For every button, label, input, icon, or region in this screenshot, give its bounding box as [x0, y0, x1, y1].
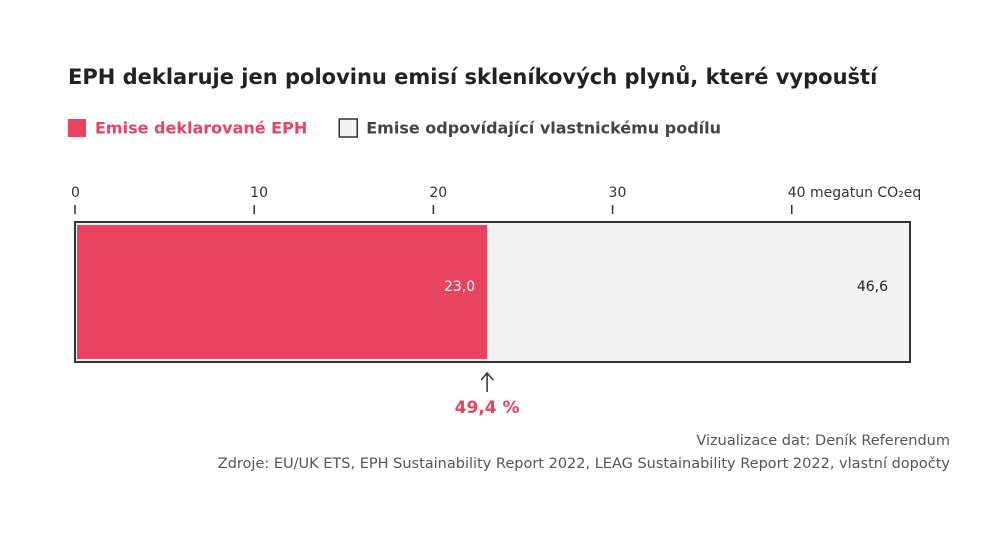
legend-label: Emise deklarované EPH — [95, 119, 307, 138]
annotation-arrow — [480, 371, 494, 392]
legend-swatch — [68, 119, 86, 137]
credit: Vizualizace dat: Deník Referendum — [696, 433, 950, 449]
x-tick-label: 20 — [429, 185, 447, 201]
chart-title: EPH deklaruje jen polovinu emisí skleník… — [68, 65, 879, 89]
annotation: 49,4 % — [455, 398, 520, 418]
x-tick-label: 10 — [250, 185, 268, 201]
x-tick-label: 0 — [71, 185, 80, 201]
x-tick-label: 30 — [609, 185, 627, 201]
bar — [77, 225, 488, 359]
value-label: 46,6 — [857, 279, 888, 295]
x-tick-label: 40 megatun CO₂eq — [788, 185, 922, 201]
value-label: 23,0 — [444, 279, 475, 295]
legend-swatch — [338, 118, 358, 138]
legend-label: Emise odpovídající vlastnickému podílu — [366, 119, 721, 138]
source: Zdroje: EU/UK ETS, EPH Sustainability Re… — [218, 456, 951, 472]
